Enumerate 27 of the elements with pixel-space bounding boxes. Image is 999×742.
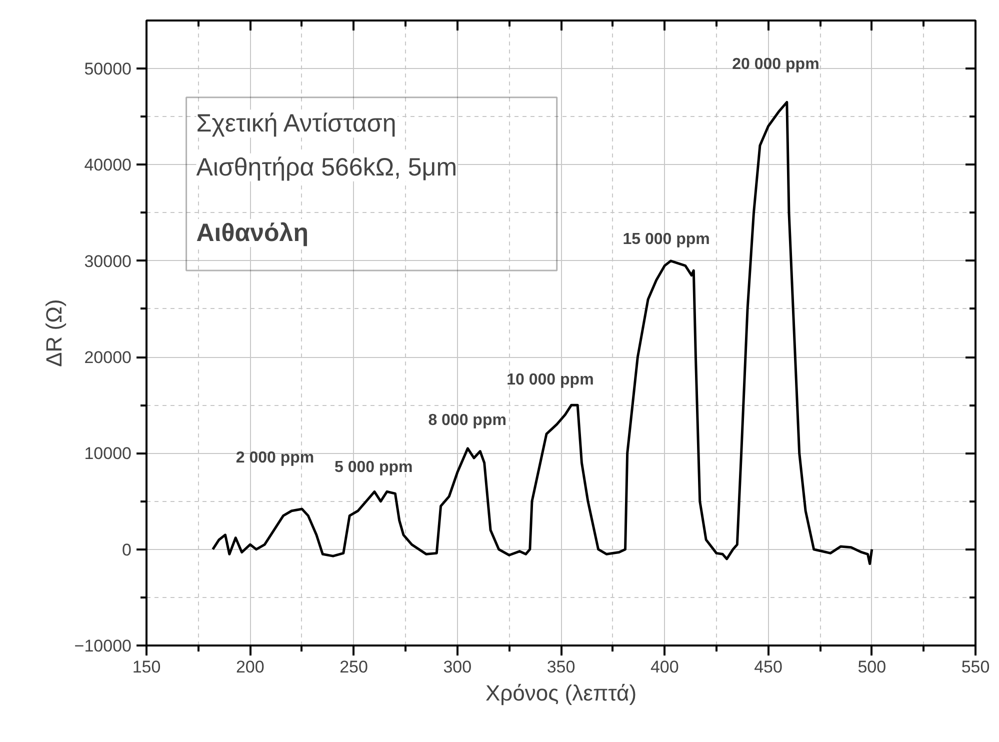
y-axis-title: ΔR (Ω) [41, 299, 66, 367]
y-tick-label: −10000 [74, 636, 132, 656]
x-tick-label: 250 [340, 658, 368, 676]
x-tick-label: 200 [236, 658, 264, 676]
annotation: 8 000 ppm [428, 412, 506, 429]
y-tick-label: 30000 [84, 252, 132, 271]
annotation: 20 000 ppm [732, 56, 820, 73]
y-tick-label: 0 [122, 540, 132, 560]
annotation: Σχετική Αντίσταση [196, 110, 396, 138]
x-tick-label: 450 [754, 658, 782, 676]
x-tick-label: 150 [132, 658, 161, 676]
annotation: Αισθητήρα 566kΩ, 5μm [196, 153, 458, 182]
x-tick-label: 350 [546, 658, 576, 676]
y-tick-label: 40000 [84, 156, 132, 175]
x-tick-label: 300 [443, 658, 472, 676]
x-tick-label: 550 [961, 658, 990, 676]
y-tick-label: 10000 [84, 444, 132, 464]
annotation: 10 000 ppm [506, 371, 594, 388]
x-axis-title: Χρόνος (λεπτά) [485, 680, 637, 706]
annotation: 2 000 ppm [236, 450, 314, 466]
annotation: 5 000 ppm [334, 458, 413, 476]
annotation: Αιθανόλη [196, 219, 308, 247]
x-tick-label: 500 [858, 658, 886, 676]
annotation: 15 000 ppm [622, 230, 710, 248]
y-tick-label: 50000 [84, 60, 132, 79]
x-tick-label: 400 [650, 658, 679, 676]
y-tick-label: 20000 [84, 348, 132, 368]
